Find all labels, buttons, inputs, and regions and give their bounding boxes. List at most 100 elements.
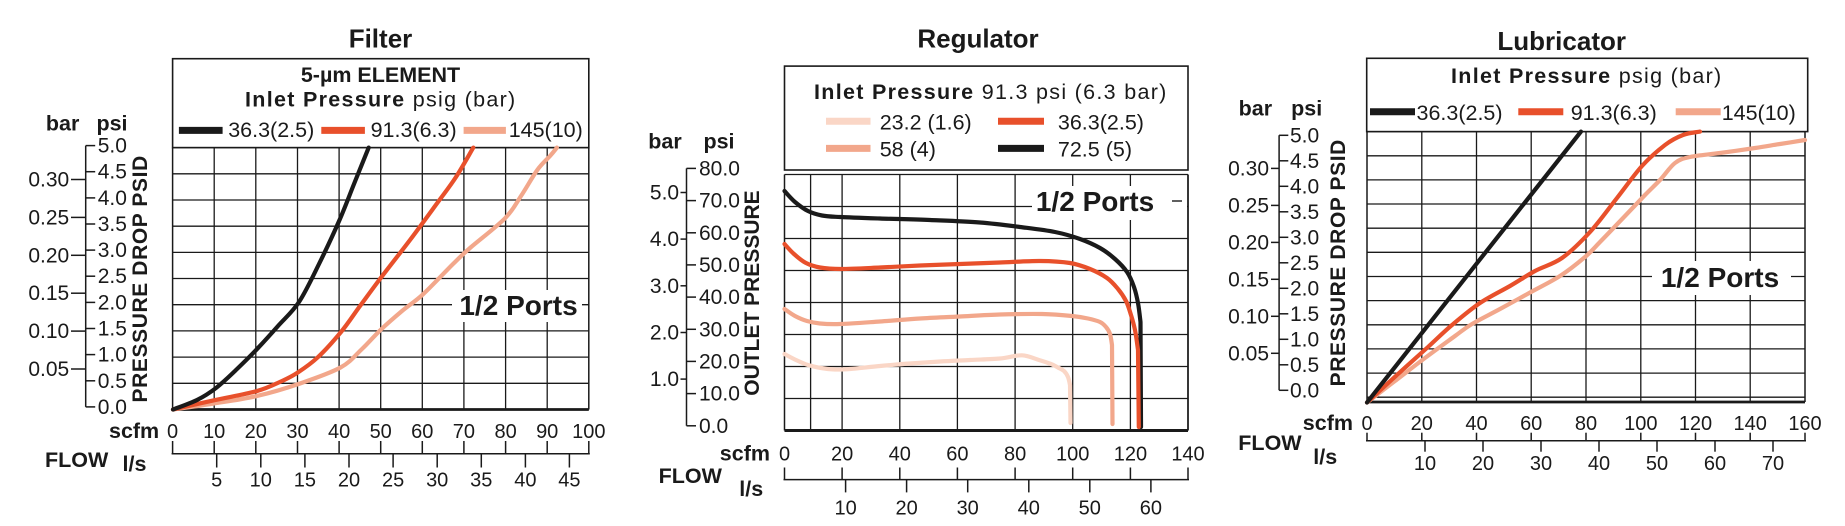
- svg-text:60: 60: [1704, 453, 1726, 475]
- svg-text:30: 30: [1530, 453, 1552, 475]
- svg-text:36.3(2.5): 36.3(2.5): [1058, 111, 1144, 135]
- svg-text:OUTLET PRESSURE: OUTLET PRESSURE: [741, 190, 764, 395]
- svg-text:Inlet Pressure 91.3 psi (6.3 b: Inlet Pressure 91.3 psi (6.3 bar): [814, 80, 1168, 104]
- svg-text:bar: bar: [46, 112, 80, 136]
- svg-text:50: 50: [370, 421, 392, 443]
- svg-text:l/s: l/s: [739, 477, 763, 501]
- svg-text:60: 60: [1140, 498, 1162, 520]
- svg-text:70: 70: [453, 421, 475, 443]
- svg-text:0.30: 0.30: [1228, 157, 1269, 180]
- svg-text:1/2 Ports: 1/2 Ports: [459, 290, 577, 321]
- svg-text:36.3(2.5): 36.3(2.5): [228, 118, 314, 142]
- svg-text:40: 40: [514, 470, 536, 492]
- svg-text:60: 60: [411, 421, 433, 443]
- svg-text:10: 10: [1414, 453, 1436, 475]
- svg-text:2.5: 2.5: [1290, 252, 1319, 275]
- svg-text:1.5: 1.5: [98, 318, 127, 341]
- svg-text:5-µm ELEMENT: 5-µm ELEMENT: [301, 63, 460, 87]
- svg-text:20: 20: [338, 470, 360, 492]
- svg-text:5.0: 5.0: [1290, 124, 1319, 147]
- svg-text:4.0: 4.0: [650, 228, 679, 251]
- svg-text:0.30: 0.30: [28, 169, 69, 192]
- svg-text:1.0: 1.0: [650, 368, 679, 391]
- svg-text:25: 25: [382, 470, 404, 492]
- svg-text:psi: psi: [1291, 97, 1322, 121]
- svg-text:0.05: 0.05: [1228, 342, 1269, 365]
- svg-text:0.0: 0.0: [699, 415, 728, 438]
- svg-text:10: 10: [834, 498, 856, 520]
- svg-text:FLOW: FLOW: [1238, 431, 1302, 455]
- svg-text:4.0: 4.0: [98, 187, 127, 210]
- svg-text:1.0: 1.0: [1290, 328, 1319, 351]
- svg-text:1/2 Ports: 1/2 Ports: [1036, 186, 1154, 217]
- svg-text:15: 15: [294, 470, 316, 492]
- svg-text:91.3(6.3): 91.3(6.3): [1571, 101, 1657, 125]
- svg-text:120: 120: [1679, 413, 1712, 435]
- svg-text:FLOW: FLOW: [659, 464, 723, 488]
- svg-text:36.3(2.5): 36.3(2.5): [1417, 101, 1503, 125]
- svg-text:0.5: 0.5: [1290, 354, 1319, 377]
- svg-text:3.0: 3.0: [650, 275, 679, 298]
- svg-text:0.25: 0.25: [1228, 194, 1269, 217]
- svg-text:160: 160: [1788, 413, 1821, 435]
- svg-text:1/2 Ports: 1/2 Ports: [1661, 262, 1779, 293]
- svg-text:0.15: 0.15: [1228, 268, 1269, 291]
- svg-text:bar: bar: [1239, 97, 1273, 121]
- svg-text:4.5: 4.5: [1290, 150, 1319, 173]
- svg-text:Inlet Pressure psig (bar): Inlet Pressure psig (bar): [245, 88, 517, 112]
- svg-text:20: 20: [245, 421, 267, 443]
- svg-text:10: 10: [250, 470, 272, 492]
- svg-text:scfm: scfm: [109, 419, 159, 443]
- svg-text:20: 20: [1472, 453, 1494, 475]
- svg-text:0.10: 0.10: [1228, 305, 1269, 328]
- svg-text:0.20: 0.20: [28, 244, 69, 267]
- svg-text:Regulator: Regulator: [917, 24, 1038, 54]
- svg-text:50.0: 50.0: [699, 254, 740, 277]
- svg-text:2.5: 2.5: [98, 265, 127, 288]
- svg-text:0: 0: [167, 421, 178, 443]
- svg-text:80: 80: [494, 421, 516, 443]
- svg-text:0.15: 0.15: [28, 282, 69, 305]
- svg-text:2.0: 2.0: [98, 291, 127, 314]
- svg-text:140: 140: [1171, 444, 1204, 466]
- svg-text:0.05: 0.05: [28, 358, 69, 381]
- svg-text:3.5: 3.5: [98, 213, 127, 236]
- svg-text:45: 45: [558, 470, 580, 492]
- svg-text:scfm: scfm: [720, 442, 770, 466]
- svg-text:30: 30: [426, 470, 448, 492]
- svg-text:PRESSURE DROP PSID: PRESSURE DROP PSID: [129, 155, 152, 402]
- svg-text:60: 60: [1520, 413, 1542, 435]
- svg-text:0.0: 0.0: [98, 396, 127, 419]
- svg-text:145(10): 145(10): [509, 118, 583, 142]
- svg-text:FLOW: FLOW: [45, 448, 109, 472]
- svg-text:72.5 (5): 72.5 (5): [1058, 138, 1132, 162]
- svg-text:60.0: 60.0: [699, 222, 740, 245]
- svg-text:psi: psi: [703, 130, 734, 154]
- svg-text:Inlet Pressure psig (bar): Inlet Pressure psig (bar): [1451, 64, 1723, 88]
- svg-text:91.3(6.3): 91.3(6.3): [371, 118, 457, 142]
- svg-text:2.0: 2.0: [650, 322, 679, 345]
- svg-text:20: 20: [831, 444, 853, 466]
- svg-text:1.0: 1.0: [98, 344, 127, 367]
- svg-text:psi: psi: [96, 112, 127, 136]
- svg-text:3.0: 3.0: [1290, 226, 1319, 249]
- svg-text:0: 0: [779, 444, 790, 466]
- svg-text:1.5: 1.5: [1290, 303, 1319, 326]
- svg-text:5: 5: [211, 470, 222, 492]
- svg-text:50: 50: [1079, 498, 1101, 520]
- svg-text:145(10): 145(10): [1722, 101, 1796, 125]
- svg-text:scfm: scfm: [1303, 411, 1353, 435]
- svg-text:120: 120: [1114, 444, 1147, 466]
- svg-text:bar: bar: [648, 130, 682, 154]
- svg-text:10: 10: [203, 421, 225, 443]
- svg-text:40: 40: [889, 444, 911, 466]
- svg-text:50: 50: [1646, 453, 1668, 475]
- svg-text:l/s: l/s: [1313, 445, 1337, 469]
- svg-text:100: 100: [572, 421, 605, 443]
- svg-text:2.0: 2.0: [1290, 277, 1319, 300]
- svg-text:35: 35: [470, 470, 492, 492]
- svg-text:80.0: 80.0: [699, 157, 740, 180]
- svg-text:60: 60: [946, 444, 968, 466]
- svg-text:3.0: 3.0: [98, 239, 127, 262]
- svg-text:30: 30: [957, 498, 979, 520]
